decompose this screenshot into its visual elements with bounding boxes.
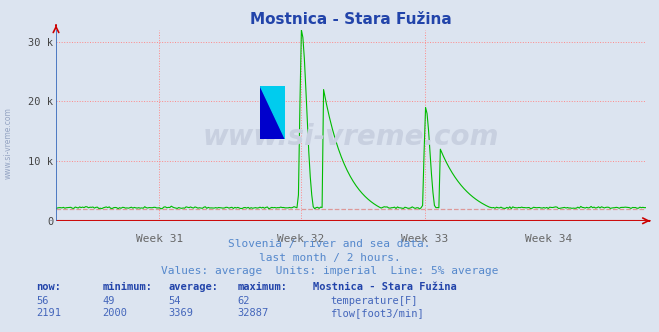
Text: average:: average: xyxy=(168,283,218,292)
Text: 49: 49 xyxy=(102,296,115,306)
Text: 62: 62 xyxy=(237,296,250,306)
Text: 2191: 2191 xyxy=(36,308,61,318)
Text: temperature[F]: temperature[F] xyxy=(330,296,418,306)
Text: flow[foot3/min]: flow[foot3/min] xyxy=(330,308,424,318)
Text: Values: average  Units: imperial  Line: 5% average: Values: average Units: imperial Line: 5%… xyxy=(161,266,498,276)
Polygon shape xyxy=(260,86,285,139)
Text: 2000: 2000 xyxy=(102,308,127,318)
Text: now:: now: xyxy=(36,283,61,292)
Text: www.si-vreme.com: www.si-vreme.com xyxy=(203,123,499,151)
Text: Slovenia / river and sea data.: Slovenia / river and sea data. xyxy=(228,239,431,249)
Text: Week 33: Week 33 xyxy=(401,234,448,244)
Text: minimum:: minimum: xyxy=(102,283,152,292)
Text: maximum:: maximum: xyxy=(237,283,287,292)
Text: 3369: 3369 xyxy=(168,308,193,318)
Text: last month / 2 hours.: last month / 2 hours. xyxy=(258,253,401,263)
Text: Mostnica - Stara Fužina: Mostnica - Stara Fužina xyxy=(313,283,457,292)
Text: Week 32: Week 32 xyxy=(277,234,324,244)
Title: Mostnica - Stara Fužina: Mostnica - Stara Fužina xyxy=(250,12,452,27)
Text: www.si-vreme.com: www.si-vreme.com xyxy=(3,107,13,179)
Text: 56: 56 xyxy=(36,296,49,306)
Polygon shape xyxy=(260,86,285,139)
Text: Week 34: Week 34 xyxy=(525,234,572,244)
Text: 32887: 32887 xyxy=(237,308,268,318)
Text: Week 31: Week 31 xyxy=(136,234,183,244)
Text: 54: 54 xyxy=(168,296,181,306)
